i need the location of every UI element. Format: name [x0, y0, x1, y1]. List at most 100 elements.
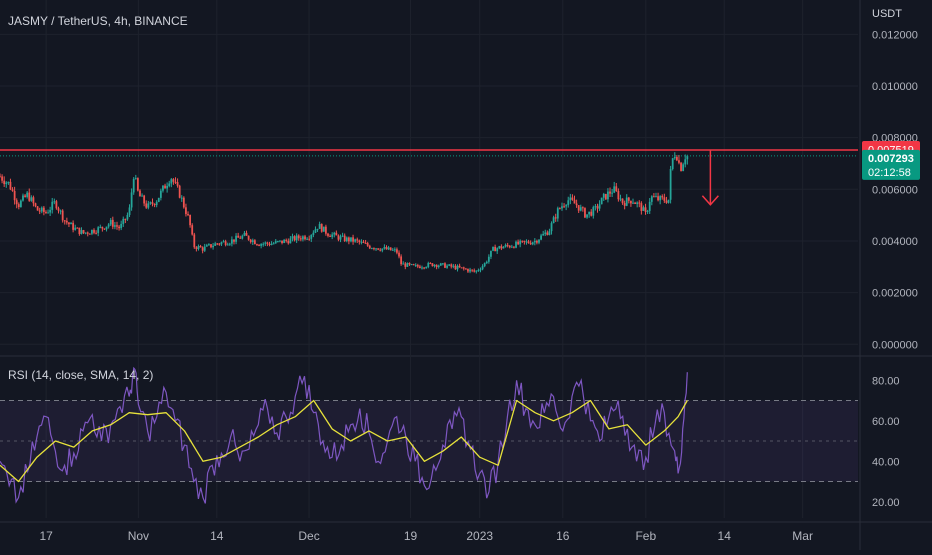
candle: [659, 196, 662, 201]
candle: [13, 190, 16, 201]
candle: [435, 264, 438, 267]
candle: [404, 263, 407, 267]
candle: [352, 237, 354, 242]
candle: [260, 244, 263, 246]
candle: [508, 245, 511, 248]
candle: [210, 244, 212, 248]
candle: [490, 250, 492, 257]
candle: [579, 207, 582, 211]
rsi-title[interactable]: RSI (14, close, SMA, 14, 2): [8, 368, 154, 382]
candle: [128, 207, 131, 216]
candle: [414, 265, 417, 267]
candle: [187, 214, 189, 216]
candle: [203, 246, 206, 251]
candle: [36, 206, 39, 211]
candle: [320, 223, 323, 232]
time-axis-label: 17: [39, 529, 53, 543]
candle: [571, 197, 574, 200]
candle: [134, 178, 137, 180]
candle: [93, 229, 95, 233]
time-axis-label: Mar: [792, 529, 813, 543]
candle: [191, 225, 194, 235]
rsi-pane[interactable]: [0, 366, 858, 504]
candle: [3, 180, 6, 185]
candle: [613, 186, 616, 193]
candle: [32, 197, 35, 204]
candle: [421, 267, 423, 269]
symbol-title[interactable]: JASMY / TetherUS, 4h, BINANCE: [8, 14, 188, 28]
price-tick-label: 0.006000: [872, 184, 918, 196]
candle: [494, 246, 497, 252]
candle: [168, 183, 171, 186]
candle: [521, 240, 524, 242]
candle: [147, 203, 150, 208]
candle: [157, 197, 160, 202]
candle: [180, 197, 183, 199]
candle: [143, 195, 146, 204]
price-tick-label: 0.000000: [872, 339, 918, 351]
candle: [272, 243, 275, 245]
candle: [640, 203, 643, 211]
candle: [385, 247, 388, 250]
candle: [126, 215, 129, 220]
candle: [657, 196, 659, 201]
candle: [350, 237, 352, 242]
candle: [473, 270, 476, 272]
candle: [667, 199, 670, 203]
candle: [456, 265, 459, 270]
candle: [153, 203, 156, 206]
candle: [193, 234, 196, 248]
candle: [496, 248, 499, 252]
candle: [581, 207, 584, 209]
candle: [201, 247, 204, 251]
price-pane[interactable]: [0, 149, 858, 274]
candle: [370, 248, 373, 250]
candle: [483, 263, 486, 267]
candle: [47, 212, 49, 214]
candle: [237, 235, 240, 238]
candle: [122, 218, 125, 224]
candle: [116, 225, 118, 227]
candle: [575, 203, 578, 206]
candle: [558, 208, 561, 210]
candle: [471, 269, 474, 271]
candle: [519, 240, 522, 245]
candle: [636, 202, 639, 204]
candle: [26, 192, 29, 197]
candle: [245, 232, 248, 236]
candle: [341, 235, 344, 237]
candle: [247, 235, 250, 240]
price-tick-label: 0.002000: [872, 288, 918, 300]
candle: [124, 218, 127, 220]
candle: [561, 206, 563, 209]
candle: [452, 265, 455, 267]
candle: [68, 222, 70, 225]
candle: [402, 263, 405, 265]
candle: [65, 220, 68, 223]
candle: [396, 249, 398, 253]
candle: [49, 209, 52, 213]
candle: [652, 196, 655, 198]
candle: [335, 232, 338, 236]
candle: [680, 162, 682, 171]
candle: [172, 179, 175, 182]
candle: [389, 247, 392, 251]
candle: [333, 232, 336, 235]
candle: [523, 240, 526, 242]
last-price-badge: [862, 149, 920, 180]
candle: [431, 263, 434, 267]
candle: [487, 256, 490, 262]
currency-label[interactable]: USDT: [872, 8, 902, 20]
candle: [95, 232, 97, 234]
candle: [274, 241, 277, 244]
candle: [84, 232, 87, 234]
candle: [554, 217, 557, 219]
candle: [678, 160, 680, 163]
candle: [189, 214, 192, 226]
candle: [592, 207, 595, 216]
candle: [331, 234, 334, 237]
candle: [630, 200, 632, 204]
candle: [462, 267, 465, 269]
